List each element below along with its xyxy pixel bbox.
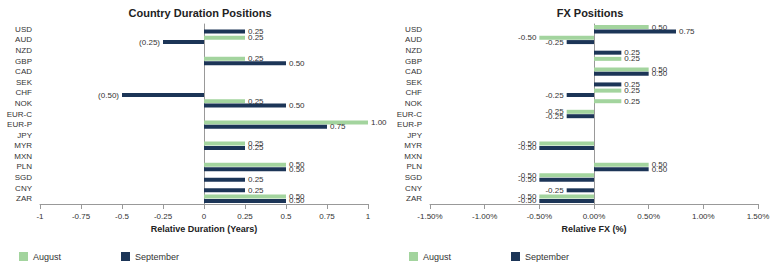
svg-text:-0.50%: -0.50%: [527, 212, 552, 221]
svg-text:-0.25: -0.25: [154, 212, 173, 221]
svg-text:1.00%: 1.00%: [692, 212, 715, 221]
svg-text:NOK: NOK: [15, 99, 33, 108]
svg-text:USD: USD: [15, 25, 32, 34]
svg-text:ZAR: ZAR: [16, 194, 32, 203]
svg-text:NZD: NZD: [16, 46, 33, 55]
svg-text:0.25: 0.25: [248, 33, 264, 43]
svg-text:-1: -1: [36, 212, 44, 221]
svg-text:0.25: 0.25: [624, 86, 640, 96]
svg-text:FX Positions: FX Positions: [557, 7, 624, 19]
svg-text:JPY: JPY: [17, 131, 32, 140]
svg-text:NZD: NZD: [406, 46, 423, 55]
svg-text:1.50%: 1.50%: [747, 212, 770, 221]
svg-text:EUR-P: EUR-P: [397, 120, 422, 129]
svg-text:NOK: NOK: [405, 99, 423, 108]
svg-text:SGD: SGD: [15, 173, 33, 182]
svg-text:0.50: 0.50: [289, 196, 305, 205]
svg-text:0.25: 0.25: [237, 212, 253, 221]
svg-text:AUD: AUD: [405, 35, 422, 44]
svg-text:CNY: CNY: [405, 184, 423, 193]
svg-text:CHF: CHF: [16, 88, 33, 97]
svg-text:0.50: 0.50: [652, 23, 668, 32]
svg-text:EUR-C: EUR-C: [397, 110, 423, 119]
svg-text:0.50: 0.50: [652, 165, 668, 174]
svg-text:-0.25: -0.25: [545, 112, 564, 121]
svg-text:(0.50): (0.50): [98, 91, 119, 100]
svg-text:-0.50: -0.50: [518, 175, 537, 184]
svg-text:0.50%: 0.50%: [637, 212, 660, 221]
svg-text:0.25: 0.25: [248, 97, 264, 106]
svg-text:0.75: 0.75: [330, 122, 346, 131]
svg-text:GBP: GBP: [405, 57, 422, 66]
svg-text:AUD: AUD: [15, 35, 32, 44]
svg-text:0.75: 0.75: [319, 212, 335, 221]
svg-text:0.50: 0.50: [652, 69, 668, 78]
svg-text:-1.50%: -1.50%: [417, 212, 442, 221]
svg-text:PLN: PLN: [406, 162, 422, 171]
svg-text:0.00%: 0.00%: [583, 212, 606, 221]
svg-text:(0.25): (0.25): [139, 38, 160, 47]
svg-text:-1.00%: -1.00%: [472, 212, 497, 221]
svg-text:SEK: SEK: [406, 78, 423, 87]
svg-text:1.00: 1.00: [371, 118, 387, 127]
svg-text:CHF: CHF: [406, 88, 423, 97]
svg-text:August: August: [33, 252, 62, 262]
svg-text:-0.75: -0.75: [72, 212, 91, 221]
svg-text:PLN: PLN: [16, 162, 32, 171]
svg-text:-0.50: -0.50: [518, 143, 537, 152]
svg-text:0: 0: [202, 212, 207, 221]
svg-text:August: August: [423, 252, 452, 262]
svg-text:-0.25: -0.25: [545, 91, 564, 100]
svg-text:ZAR: ZAR: [406, 194, 422, 203]
svg-text:September: September: [525, 252, 569, 262]
svg-text:0.25: 0.25: [624, 80, 640, 89]
svg-text:Relative FX (%): Relative FX (%): [561, 224, 626, 234]
svg-text:CNY: CNY: [15, 184, 33, 193]
svg-text:CAD: CAD: [405, 67, 422, 76]
svg-text:0.50: 0.50: [289, 101, 305, 110]
svg-text:-0.50: -0.50: [518, 33, 537, 42]
svg-text:USD: USD: [405, 25, 422, 34]
svg-text:-0.25: -0.25: [545, 38, 564, 47]
svg-text:-0.5: -0.5: [115, 212, 129, 221]
svg-text:1: 1: [366, 212, 371, 221]
svg-text:0.50: 0.50: [289, 59, 305, 68]
svg-text:MYR: MYR: [404, 141, 422, 150]
svg-text:0.25: 0.25: [624, 54, 640, 64]
svg-text:SGD: SGD: [405, 173, 423, 182]
svg-text:0.75: 0.75: [679, 27, 695, 36]
svg-text:0.25: 0.25: [248, 143, 264, 152]
svg-text:-0.50: -0.50: [518, 196, 537, 205]
svg-text:September: September: [135, 252, 179, 262]
svg-text:SEK: SEK: [16, 78, 33, 87]
svg-text:0.5: 0.5: [280, 212, 292, 221]
svg-text:0.25: 0.25: [248, 27, 264, 36]
svg-text:-0.25: -0.25: [545, 186, 564, 195]
svg-text:0.25: 0.25: [248, 186, 264, 195]
svg-text:0.25: 0.25: [624, 48, 640, 57]
svg-text:EUR-P: EUR-P: [7, 120, 32, 129]
svg-text:MXN: MXN: [404, 152, 422, 161]
svg-text:0.25: 0.25: [248, 175, 264, 184]
svg-text:CAD: CAD: [15, 67, 32, 76]
svg-text:Relative Duration (Years): Relative Duration (Years): [151, 224, 258, 234]
svg-text:EUR-C: EUR-C: [7, 110, 33, 119]
svg-text:JPY: JPY: [407, 131, 422, 140]
svg-text:0.25: 0.25: [248, 54, 264, 63]
svg-text:GBP: GBP: [15, 57, 32, 66]
svg-text:MXN: MXN: [14, 152, 32, 161]
svg-text:Country Duration Positions: Country Duration Positions: [129, 7, 272, 19]
svg-text:0.25: 0.25: [624, 97, 640, 106]
svg-text:0.50: 0.50: [289, 165, 305, 174]
svg-text:MYR: MYR: [14, 141, 32, 150]
